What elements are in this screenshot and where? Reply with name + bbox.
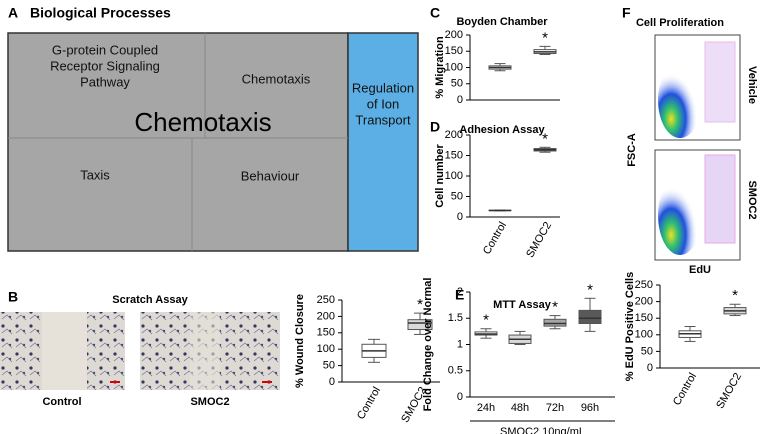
y-tick-label: 50 — [451, 78, 463, 90]
chart-title: MTT Assay — [493, 299, 552, 311]
y-tick-label: 0 — [329, 376, 335, 388]
y-tick-label: 250 — [635, 279, 653, 291]
treemap-label: G-protein Coupled — [52, 42, 158, 57]
condition-label: Vehicle — [746, 66, 758, 104]
panel-label: E — [455, 287, 464, 303]
chart-title: Boyden Chamber — [456, 16, 548, 28]
significance: * — [732, 287, 738, 304]
treemap-label: of Ion — [367, 96, 400, 111]
treemap-cell — [347, 32, 419, 252]
significance: * — [417, 296, 423, 313]
x-tick-label: Control — [355, 385, 383, 422]
y-tick-label: 0.5 — [448, 365, 463, 377]
chart-title: Adhesion Assay — [459, 124, 545, 136]
treemap-label: Behaviour — [241, 168, 300, 183]
scratch-gap — [42, 312, 87, 390]
x-tick-label: 48h — [511, 402, 529, 414]
image-caption: Control — [42, 396, 81, 408]
x-tick-label: Control — [481, 220, 509, 257]
treemap-label: Receptor Signaling — [50, 58, 160, 73]
gate — [704, 41, 736, 123]
y-tick-label: 200 — [317, 310, 335, 322]
y-axis-label: Cell number — [434, 144, 446, 208]
treemap-label: Regulation — [352, 80, 414, 95]
treemap-cell — [7, 32, 349, 252]
box — [407, 319, 433, 331]
y-tick-label: 150 — [317, 327, 335, 339]
panel-label: A — [8, 5, 18, 21]
y-axis-label: % Wound Closure — [294, 294, 306, 388]
box — [543, 318, 567, 327]
y-tick-label: 1.5 — [448, 312, 463, 324]
image-title: Cell Proliferation — [636, 17, 724, 29]
y-tick-label: 2 — [457, 286, 463, 298]
treemap-label: Taxis — [80, 167, 110, 182]
axis-label: FSC-A — [626, 133, 638, 167]
y-tick-label: 0 — [647, 362, 653, 374]
y-tick-label: 200 — [445, 29, 463, 41]
condition-label: SMOC2 — [746, 180, 758, 219]
panel-label: D — [430, 119, 440, 135]
x-tick-label: SMOC2 — [524, 220, 554, 260]
y-axis-label: Fold Change over Normal — [422, 278, 434, 412]
gate — [704, 154, 736, 244]
y-tick-label: 0 — [457, 211, 463, 223]
y-axis-label: % Migration — [434, 36, 446, 99]
cell-density — [658, 62, 702, 138]
y-tick-label: 50 — [323, 360, 335, 372]
y-tick-label: 150 — [635, 312, 653, 324]
treemap-label: Transport — [355, 112, 411, 127]
x-axis-label: SMOC2 10ng/mL — [500, 426, 585, 434]
significance: * — [542, 130, 548, 147]
treemap-title: Biological Processes — [30, 5, 171, 21]
y-tick-label: 100 — [445, 170, 463, 182]
x-tick-label: Control — [671, 371, 699, 408]
significance: * — [542, 29, 548, 46]
significance: * — [483, 312, 489, 329]
treemap-label: Chemotaxis — [242, 71, 311, 86]
x-tick-label: 24h — [477, 402, 495, 414]
x-tick-label: SMOC2 — [714, 371, 744, 411]
significance: * — [552, 299, 558, 316]
axis-label: EdU — [689, 264, 711, 276]
y-axis-label: % EdU Positive Cells — [624, 272, 636, 381]
treemap-overlay: Chemotaxis — [134, 107, 271, 137]
y-tick-label: 50 — [641, 345, 653, 357]
x-tick-label: 72h — [546, 402, 564, 414]
treemap-label: Pathway — [80, 74, 130, 89]
significance: * — [587, 281, 593, 298]
image-caption: SMOC2 — [190, 396, 229, 408]
panel-label: F — [622, 5, 631, 21]
y-tick-label: 0 — [457, 94, 463, 106]
y-tick-label: 50 — [451, 190, 463, 202]
scratch-gap — [190, 312, 220, 390]
treemap — [7, 32, 419, 252]
panel-label: B — [8, 289, 18, 305]
y-tick-label: 100 — [317, 343, 335, 355]
image-title: Scratch Assay — [112, 294, 188, 306]
y-tick-label: 1 — [457, 338, 463, 350]
x-tick-label: 96h — [581, 402, 599, 414]
y-tick-label: 150 — [445, 149, 463, 161]
y-tick-label: 100 — [635, 329, 653, 341]
y-tick-label: 200 — [635, 296, 653, 308]
y-tick-label: 100 — [445, 61, 463, 73]
y-tick-label: 200 — [445, 129, 463, 141]
y-tick-label: 150 — [445, 45, 463, 57]
box — [578, 309, 602, 324]
flow-plot — [654, 34, 741, 261]
y-tick-label: 0 — [457, 391, 463, 403]
panel-label: C — [430, 5, 440, 21]
cell-density — [658, 175, 702, 255]
y-tick-label: 250 — [317, 294, 335, 306]
